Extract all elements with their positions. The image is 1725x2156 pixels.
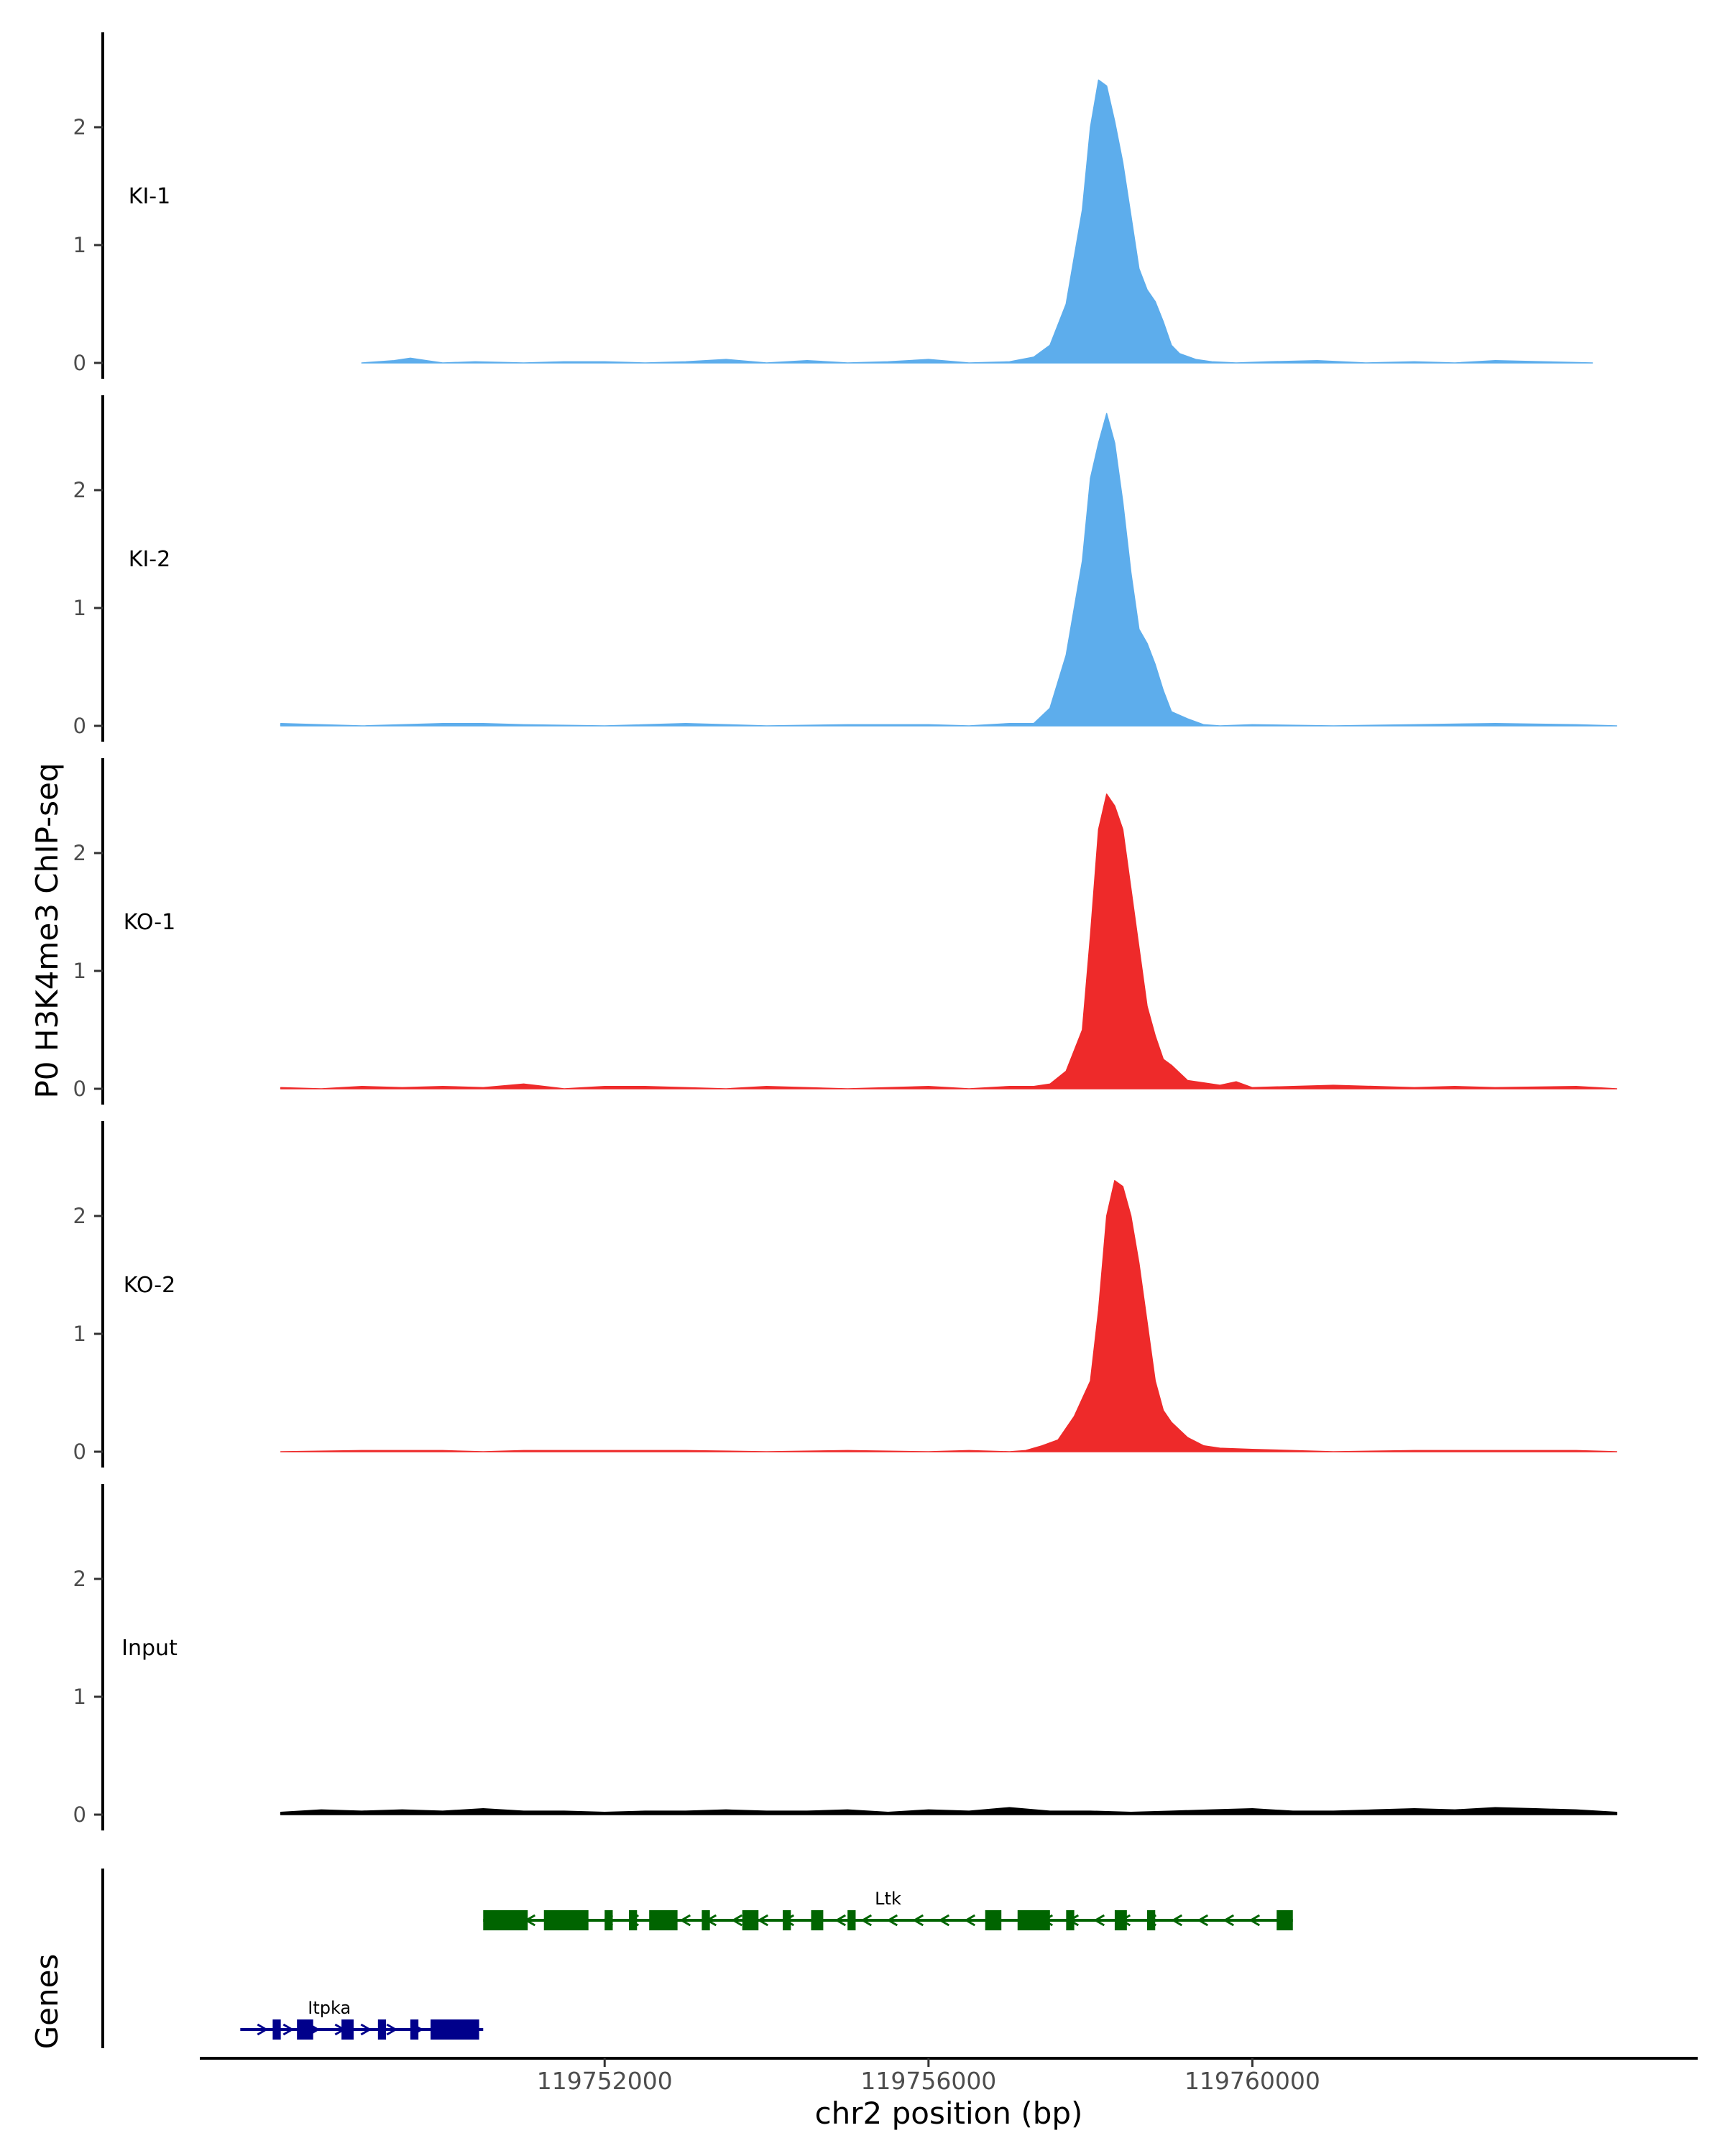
track-ko-1: 0 1 2 KO-1 [73, 758, 1618, 1105]
track-ko-2: 0 1 2 KO-2 [73, 1121, 1618, 1468]
exon [1066, 1910, 1075, 1930]
exon [702, 1910, 710, 1930]
strand-arrow [834, 1914, 847, 1927]
signal-area [361, 79, 1593, 364]
x-axis-title: chr2 position (bp) [815, 2096, 1083, 2131]
strand-arrow [360, 2023, 372, 2036]
strand-arrow [731, 1914, 743, 1927]
exon [377, 2019, 387, 2040]
y-tick-label: 1 [73, 959, 86, 983]
track-ki-1: 0 1 2 KI-1 [73, 32, 1593, 379]
strand-arrow [257, 2023, 269, 2036]
strand-arrow [679, 1914, 691, 1927]
exon [985, 1910, 1002, 1930]
strand-arrow [757, 1914, 769, 1927]
exon [783, 1910, 791, 1930]
y-tick-label: 2 [73, 478, 86, 502]
track-label: KO-2 [124, 1273, 175, 1298]
y-tick-label: 2 [73, 841, 86, 865]
exon [483, 1910, 528, 1930]
strand-arrow [282, 2023, 295, 2036]
y-tick-label: 1 [73, 1322, 86, 1346]
strand-arrow [964, 1914, 976, 1927]
y-tick-label: 0 [73, 1077, 86, 1101]
exon [649, 1910, 678, 1930]
strand-arrow [1248, 1914, 1261, 1927]
y-tick-label: 1 [73, 233, 86, 257]
strand-arrow [1197, 1914, 1209, 1927]
y-tick-label: 0 [73, 1802, 86, 1827]
y-tick-label: 0 [73, 714, 86, 738]
strand-arrow [912, 1914, 924, 1927]
signal-area [280, 793, 1618, 1089]
track-input: 0 1 2 Input [73, 1484, 1618, 1830]
exon [742, 1910, 759, 1930]
exon [410, 2019, 419, 2040]
track-label: KI-2 [129, 547, 170, 572]
y-tick-label: 0 [73, 351, 86, 375]
y-tick-label: 1 [73, 596, 86, 620]
strand-arrow [886, 1914, 898, 1927]
gene-ltk: Ltk [483, 1889, 1293, 1930]
exon [629, 1910, 638, 1930]
y-tick-label: 0 [73, 1439, 86, 1464]
y-axis-title: P0 H3K4me3 ChIP-seq [29, 763, 65, 1098]
exon [811, 1910, 824, 1930]
signal-tracks: 0 1 2 KI-1 0 1 2 KI-2 0 1 2 KO-1 0 1 2 KO-2 0 1 2 Input [73, 32, 1618, 1830]
exon [543, 1910, 589, 1930]
strand-arrow [1171, 1914, 1183, 1927]
signal-area [280, 413, 1618, 727]
exon [431, 2019, 479, 2040]
strand-arrow [1223, 1914, 1235, 1927]
exon [1276, 1910, 1293, 1930]
y-tick-label: 1 [73, 1685, 86, 1709]
x-tick-label: 119760000 [1184, 2067, 1320, 2095]
signal-area [280, 1807, 1618, 1815]
exon [1114, 1910, 1127, 1930]
x-tick-label: 119752000 [537, 2067, 673, 2095]
exon [1017, 1910, 1050, 1930]
y-tick-label: 2 [73, 115, 86, 139]
exon [1146, 1910, 1156, 1930]
exon [604, 1910, 613, 1930]
strand-arrow [860, 1914, 873, 1927]
x-tick-label: 119756000 [860, 2067, 996, 2095]
gene-itpka: Itpka [240, 1998, 484, 2040]
signal-area [280, 1180, 1618, 1452]
strand-arrow [938, 1914, 950, 1927]
gene-label: Ltk [875, 1889, 901, 1909]
strand-arrow [1093, 1914, 1105, 1927]
track-label: KO-1 [124, 910, 175, 935]
track-label: KI-1 [129, 184, 170, 209]
exon [272, 2019, 281, 2040]
y-tick-label: 2 [73, 1567, 86, 1591]
gene-label: Itpka [308, 1998, 351, 2018]
exon [341, 2019, 354, 2040]
gene-track: Ltk Itpka [101, 1869, 1293, 2048]
track-label: Input [121, 1636, 178, 1661]
y-tick-label: 2 [73, 1204, 86, 1228]
track-ki-2: 0 1 2 KI-2 [73, 395, 1618, 742]
exon [847, 1910, 856, 1930]
genes-axis-title: Genes [29, 1954, 65, 2050]
x-axis: 119752000 119756000 119760000 [200, 2057, 1698, 2095]
strand-arrow [386, 2023, 398, 2036]
exon [297, 2019, 313, 2040]
